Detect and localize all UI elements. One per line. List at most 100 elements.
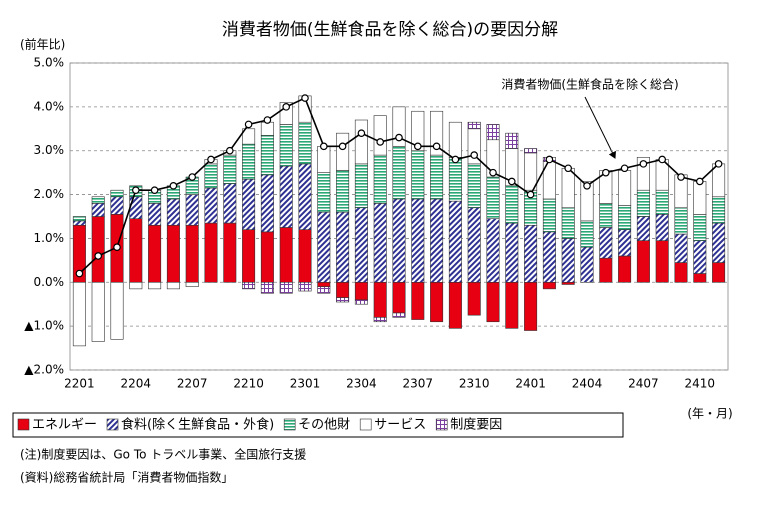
line-marker: [413, 142, 422, 151]
bar-segment: [524, 281, 538, 331]
bar-segment: [674, 262, 688, 283]
bar-segment: [148, 224, 162, 283]
bar-segment: [204, 222, 218, 283]
bar-segment: [580, 246, 594, 283]
bar-segment: [260, 231, 274, 283]
line-marker: [376, 138, 385, 146]
line-marker: [470, 151, 479, 159]
bar-segment: [373, 203, 387, 283]
bar-segment: [260, 281, 274, 294]
bar-segment: [336, 297, 350, 303]
line-marker: [639, 160, 648, 168]
legend-swatch: [106, 418, 119, 431]
line-marker: [282, 103, 291, 111]
bar-segment: [542, 231, 556, 283]
bar-segment: [298, 281, 312, 292]
bar-segment: [430, 281, 444, 323]
bar-segment: [674, 233, 688, 263]
note: (注)制度要因は、Go To トラベル事業、全国旅行支援: [20, 447, 306, 462]
legend-box: [12, 412, 624, 438]
bar-segment: [91, 203, 105, 217]
bar-segment: [166, 198, 180, 226]
legend-swatch: [435, 418, 448, 431]
bar-segment: [354, 281, 368, 301]
bar-segment: [524, 152, 538, 191]
bar-segment: [580, 220, 594, 248]
bar-segment: [599, 257, 613, 283]
bar-segment: [166, 281, 180, 290]
bar-segment: [674, 207, 688, 235]
bar-segment: [467, 207, 481, 283]
bar-segment: [279, 281, 293, 294]
bar-segment: [279, 227, 293, 283]
line-marker: [301, 94, 309, 102]
line-marker: [451, 155, 460, 164]
x-tick-label: 2310: [459, 377, 490, 391]
line-marker: [658, 155, 667, 164]
bar-segment: [223, 183, 237, 224]
bar-segment: [486, 176, 500, 219]
legend-label: 食料(除く生鮮食品・外食): [121, 417, 274, 433]
bar-segment: [561, 167, 575, 209]
legend-label: その他財: [298, 418, 350, 433]
bar-segment: [223, 154, 237, 184]
line-marker: [75, 269, 84, 278]
bar-segment: [618, 255, 632, 283]
bar-segment: [505, 281, 519, 329]
bar-segment: [636, 240, 650, 283]
bar-segment: [148, 281, 162, 290]
y-tick-label: 2.0%: [34, 187, 65, 201]
bar-segment: [392, 312, 406, 318]
bar-segment: [448, 200, 462, 283]
legend-label: 制度要因: [450, 417, 502, 433]
bar-segment: [336, 132, 350, 171]
bar-segment: [373, 281, 387, 318]
bar-segment: [336, 170, 350, 213]
legend-label: エネルギー: [32, 418, 97, 433]
bar-segment: [298, 163, 312, 230]
bar-segment: [242, 281, 256, 290]
bar-segment: [373, 115, 387, 156]
bar-segment: [618, 170, 632, 206]
bar-segment: [354, 207, 368, 283]
line-marker: [150, 186, 159, 194]
legend-swatch: [17, 418, 30, 431]
source: (資料)総務省統計局「消費者物価指数」: [20, 470, 233, 485]
bar-segment: [185, 194, 199, 226]
x-tick-label: 2204: [121, 377, 152, 391]
bar-segment: [317, 281, 331, 287]
bar-segment: [448, 121, 462, 158]
bar-segment: [317, 172, 331, 213]
bar-segment: [486, 218, 500, 283]
y-tick-label: ▲2.0%: [24, 363, 64, 377]
bar-segment: [655, 240, 669, 283]
line-marker: [583, 182, 591, 190]
bar-segment: [204, 163, 218, 189]
bar-segment: [561, 281, 575, 285]
legend-swatch: [283, 418, 296, 431]
bar-segment: [129, 281, 143, 290]
line-marker: [714, 160, 723, 168]
bar-segment: [636, 216, 650, 241]
y-tick-label: 5.0%: [34, 56, 65, 70]
bar-segment: [411, 198, 425, 283]
chart-title: 消費者物価(生鮮食品を除く総合)の要因分解: [222, 20, 558, 40]
bar-segment: [693, 181, 707, 215]
bar-segment: [693, 240, 707, 274]
bar-segment: [467, 281, 481, 316]
line-marker: [564, 164, 573, 173]
bar-segment: [486, 281, 500, 323]
bar-segment: [467, 121, 481, 130]
line-marker: [319, 142, 328, 151]
line-marker: [545, 155, 554, 164]
bar-segment: [524, 148, 538, 154]
bar-segment: [72, 220, 86, 226]
x-tick-label: 2210: [233, 377, 264, 391]
bar-segment: [655, 214, 669, 241]
bar-segment: [354, 299, 368, 305]
bar-segment: [242, 128, 256, 145]
legend-label: サービス: [374, 418, 426, 433]
y-tick-label: 4.0%: [34, 99, 65, 113]
line-marker: [113, 243, 121, 252]
